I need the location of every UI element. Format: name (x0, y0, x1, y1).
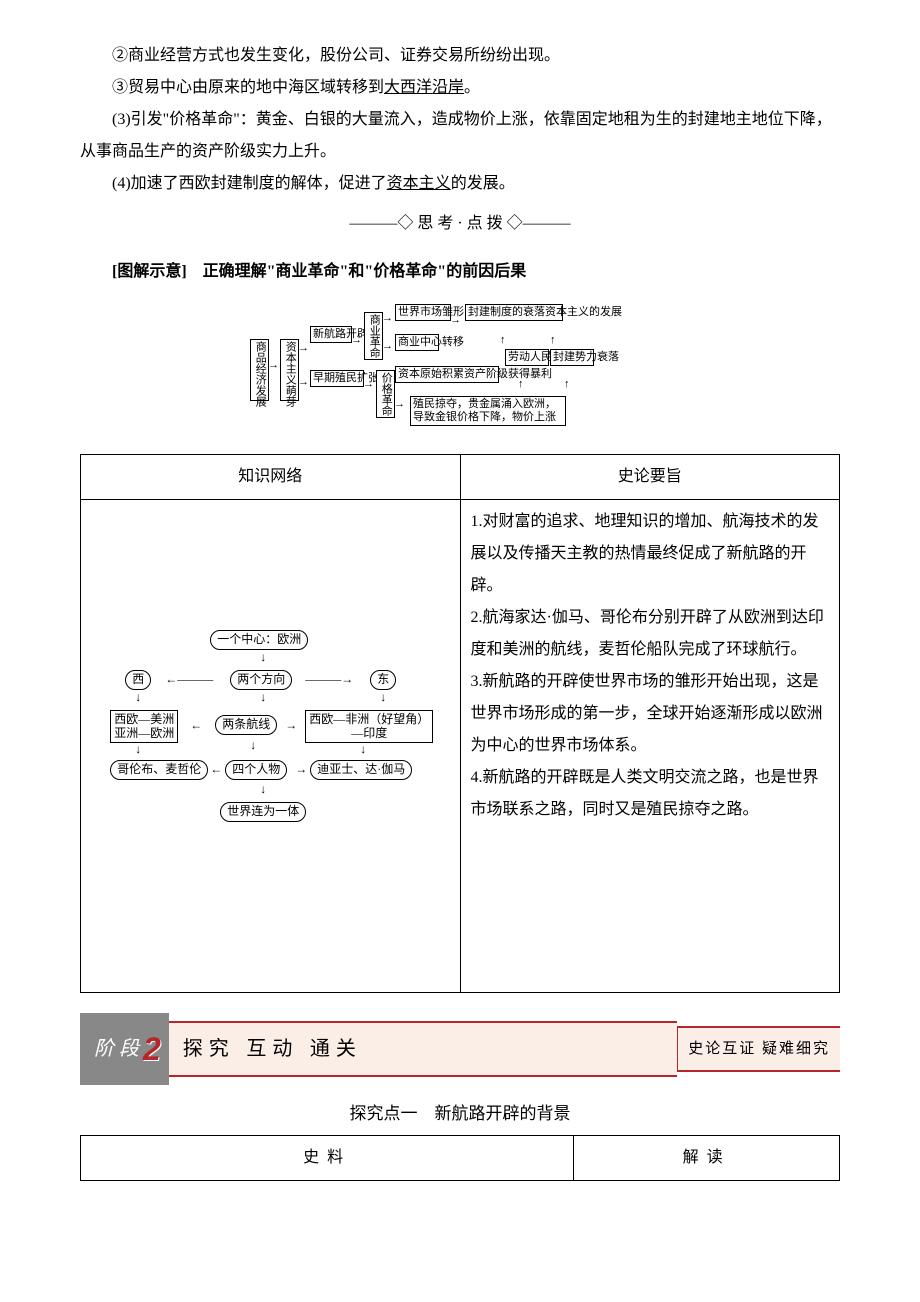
d1-box-trade-center: 商业中心转移 (395, 334, 439, 351)
stage-title: 探究 互动 通关 (169, 1021, 677, 1077)
arrow-icon: → (382, 340, 393, 353)
d1-box-world-market: 世界市场雏形出现 (395, 304, 451, 321)
explore-point-title: 探究点一 新航路开辟的背景 (80, 1097, 840, 1131)
p4-post: 的发展。 (451, 175, 515, 192)
d1-box-colonial-plunder: 殖民掠夺，贵金属涌入欧洲，导致金银价格下降，物价上涨 (410, 396, 566, 426)
arrow-icon: ↑ (500, 334, 506, 347)
d2-east-routes: 西欧—非洲（好望角） —印度 (305, 710, 433, 743)
diagram-knowledge-network: 一个中心：欧洲 ↓ 西 ←――― 两个方向 ―――→ 东 ↓ ↓ ↓ 西欧—美洲… (110, 630, 430, 850)
arrow-icon: → (298, 342, 309, 355)
para-2: ②商业经营方式也发生变化，股份公司、证券交易所纷纷出现。 (80, 40, 840, 72)
arrow-icon: → (285, 718, 297, 734)
d2-four-people: 四个人物 (225, 760, 287, 780)
d1-box-labor-poor: 劳动人民贫困 (505, 349, 549, 366)
d1-box-economy: 商品经济发展 (250, 339, 269, 401)
d2-world-unite: 世界连为一体 (220, 802, 306, 822)
arrow-icon: ↓ (380, 690, 386, 706)
d1-box-new-route: 新航路开辟 (310, 326, 352, 343)
source-interpret-table: 史料 解读 (80, 1135, 840, 1181)
d2-east: 东 (370, 670, 396, 690)
diagram-title: [图解示意] 正确理解"商业革命"和"价格革命"的前因后果 (80, 256, 840, 288)
p2-post: 。 (464, 79, 480, 96)
arrow-icon: ↓ (135, 742, 141, 758)
arrow-icon: → (363, 378, 374, 391)
th-thesis: 史论要旨 (460, 455, 840, 500)
cell-network-diagram: 一个中心：欧洲 ↓ 西 ←――― 两个方向 ―――→ 东 ↓ ↓ ↓ 西欧—美洲… (81, 500, 461, 993)
thinking-divider: ———◇ 思 考 · 点 拨 ◇——— (80, 208, 840, 240)
d2-two-dir: 两个方向 (230, 670, 292, 690)
d2-center: 一个中心：欧洲 (210, 630, 308, 650)
d2-west: 西 (125, 670, 151, 690)
col-interpret: 解读 (574, 1136, 840, 1181)
stage-banner: 阶 段 2 探究 互动 通关 史论互证 疑难细究 (80, 1013, 840, 1085)
arrow-icon: ↓ (260, 650, 266, 666)
arrow-icon: ← (190, 718, 202, 734)
d1-box-feudal-decline: 封建制度的衰落资本主义的发展 (465, 304, 563, 321)
d1-box-capitalism-sprout: 资本主义萌芽 (280, 339, 299, 401)
arrow-icon: → (450, 314, 461, 327)
para-3: ③贸易中心由原来的地中海区域转移到大西洋沿岸。 (80, 72, 840, 104)
arrow-icon: → (268, 359, 279, 372)
arrow-icon: ↓ (360, 742, 366, 758)
d1-box-price-rev: 价格革命 (376, 370, 395, 418)
cell-thesis-points: 1.对财富的追求、地理知识的增加、航海技术的发展以及传播天主教的热情最终促成了新… (460, 500, 840, 993)
d2-west-people: 哥伦布、麦哲伦 (110, 760, 208, 780)
arrow-icon: ↓ (250, 738, 256, 754)
arrow-icon: ↑ (550, 334, 556, 347)
arrow-icon: ← (210, 762, 222, 778)
arrow-icon: ↑ (564, 378, 570, 391)
arrow-icon: → (295, 762, 307, 778)
d1-box-feudal-weak: 封建势力衰落 (550, 349, 594, 366)
stage-label: 阶 段 2 (80, 1013, 169, 1085)
col-source: 史料 (81, 1136, 574, 1181)
arrow-icon: ←――― (165, 672, 213, 688)
p2-pre: ③贸易中心由原来的地中海区域转移到 (112, 79, 384, 96)
stage-subtitle: 史论互证 疑难细究 (677, 1026, 840, 1072)
p4-pre: (4)加速了西欧封建制度的解体，促进了 (112, 175, 387, 192)
p2-underline: 大西洋沿岸 (384, 79, 464, 96)
knowledge-table: 知识网络 史论要旨 一个中心：欧洲 ↓ 西 ←――― 两个方向 ―――→ 东 ↓… (80, 454, 840, 993)
d1-box-commercial-rev: 商业革命 (364, 312, 383, 360)
arrow-icon: → (394, 398, 405, 411)
arrow-icon: ↑ (518, 378, 524, 391)
para-4: (4)加速了西欧封建制度的解体，促进了资本主义的发展。 (80, 168, 840, 200)
stage-number: 2 (143, 1017, 161, 1081)
arrow-icon: ―――→ (305, 672, 353, 688)
arrow-icon: → (382, 312, 393, 325)
arrow-icon: ↓ (260, 690, 266, 706)
d1-box-colonial: 早期殖民扩张 (310, 370, 364, 387)
d2-west-routes: 西欧—美洲 亚洲—欧洲 (110, 710, 178, 743)
th-network: 知识网络 (81, 455, 461, 500)
d2-east-people: 迪亚士、达·伽马 (310, 760, 412, 780)
d2-two-routes: 两条航线 (215, 715, 277, 735)
d1-box-primitive-accum: 资本原始积累资产阶级获得暴利 (395, 366, 499, 383)
arrow-icon: ↓ (135, 690, 141, 706)
p4-underline: 资本主义 (387, 175, 451, 192)
arrow-icon: → (351, 334, 362, 347)
para-price-rev: (3)引发"价格革命"：黄金、白银的大量流入，造成物价上涨，依靠固定地租为生的封… (80, 104, 840, 168)
arrow-icon: → (298, 376, 309, 389)
arrow-icon: ↓ (260, 782, 266, 798)
diagram-commercial-price-revolution: 商品经济发展 → 资本主义萌芽 → → 新航路开辟 早期殖民扩张 → → 商业革… (80, 304, 840, 444)
